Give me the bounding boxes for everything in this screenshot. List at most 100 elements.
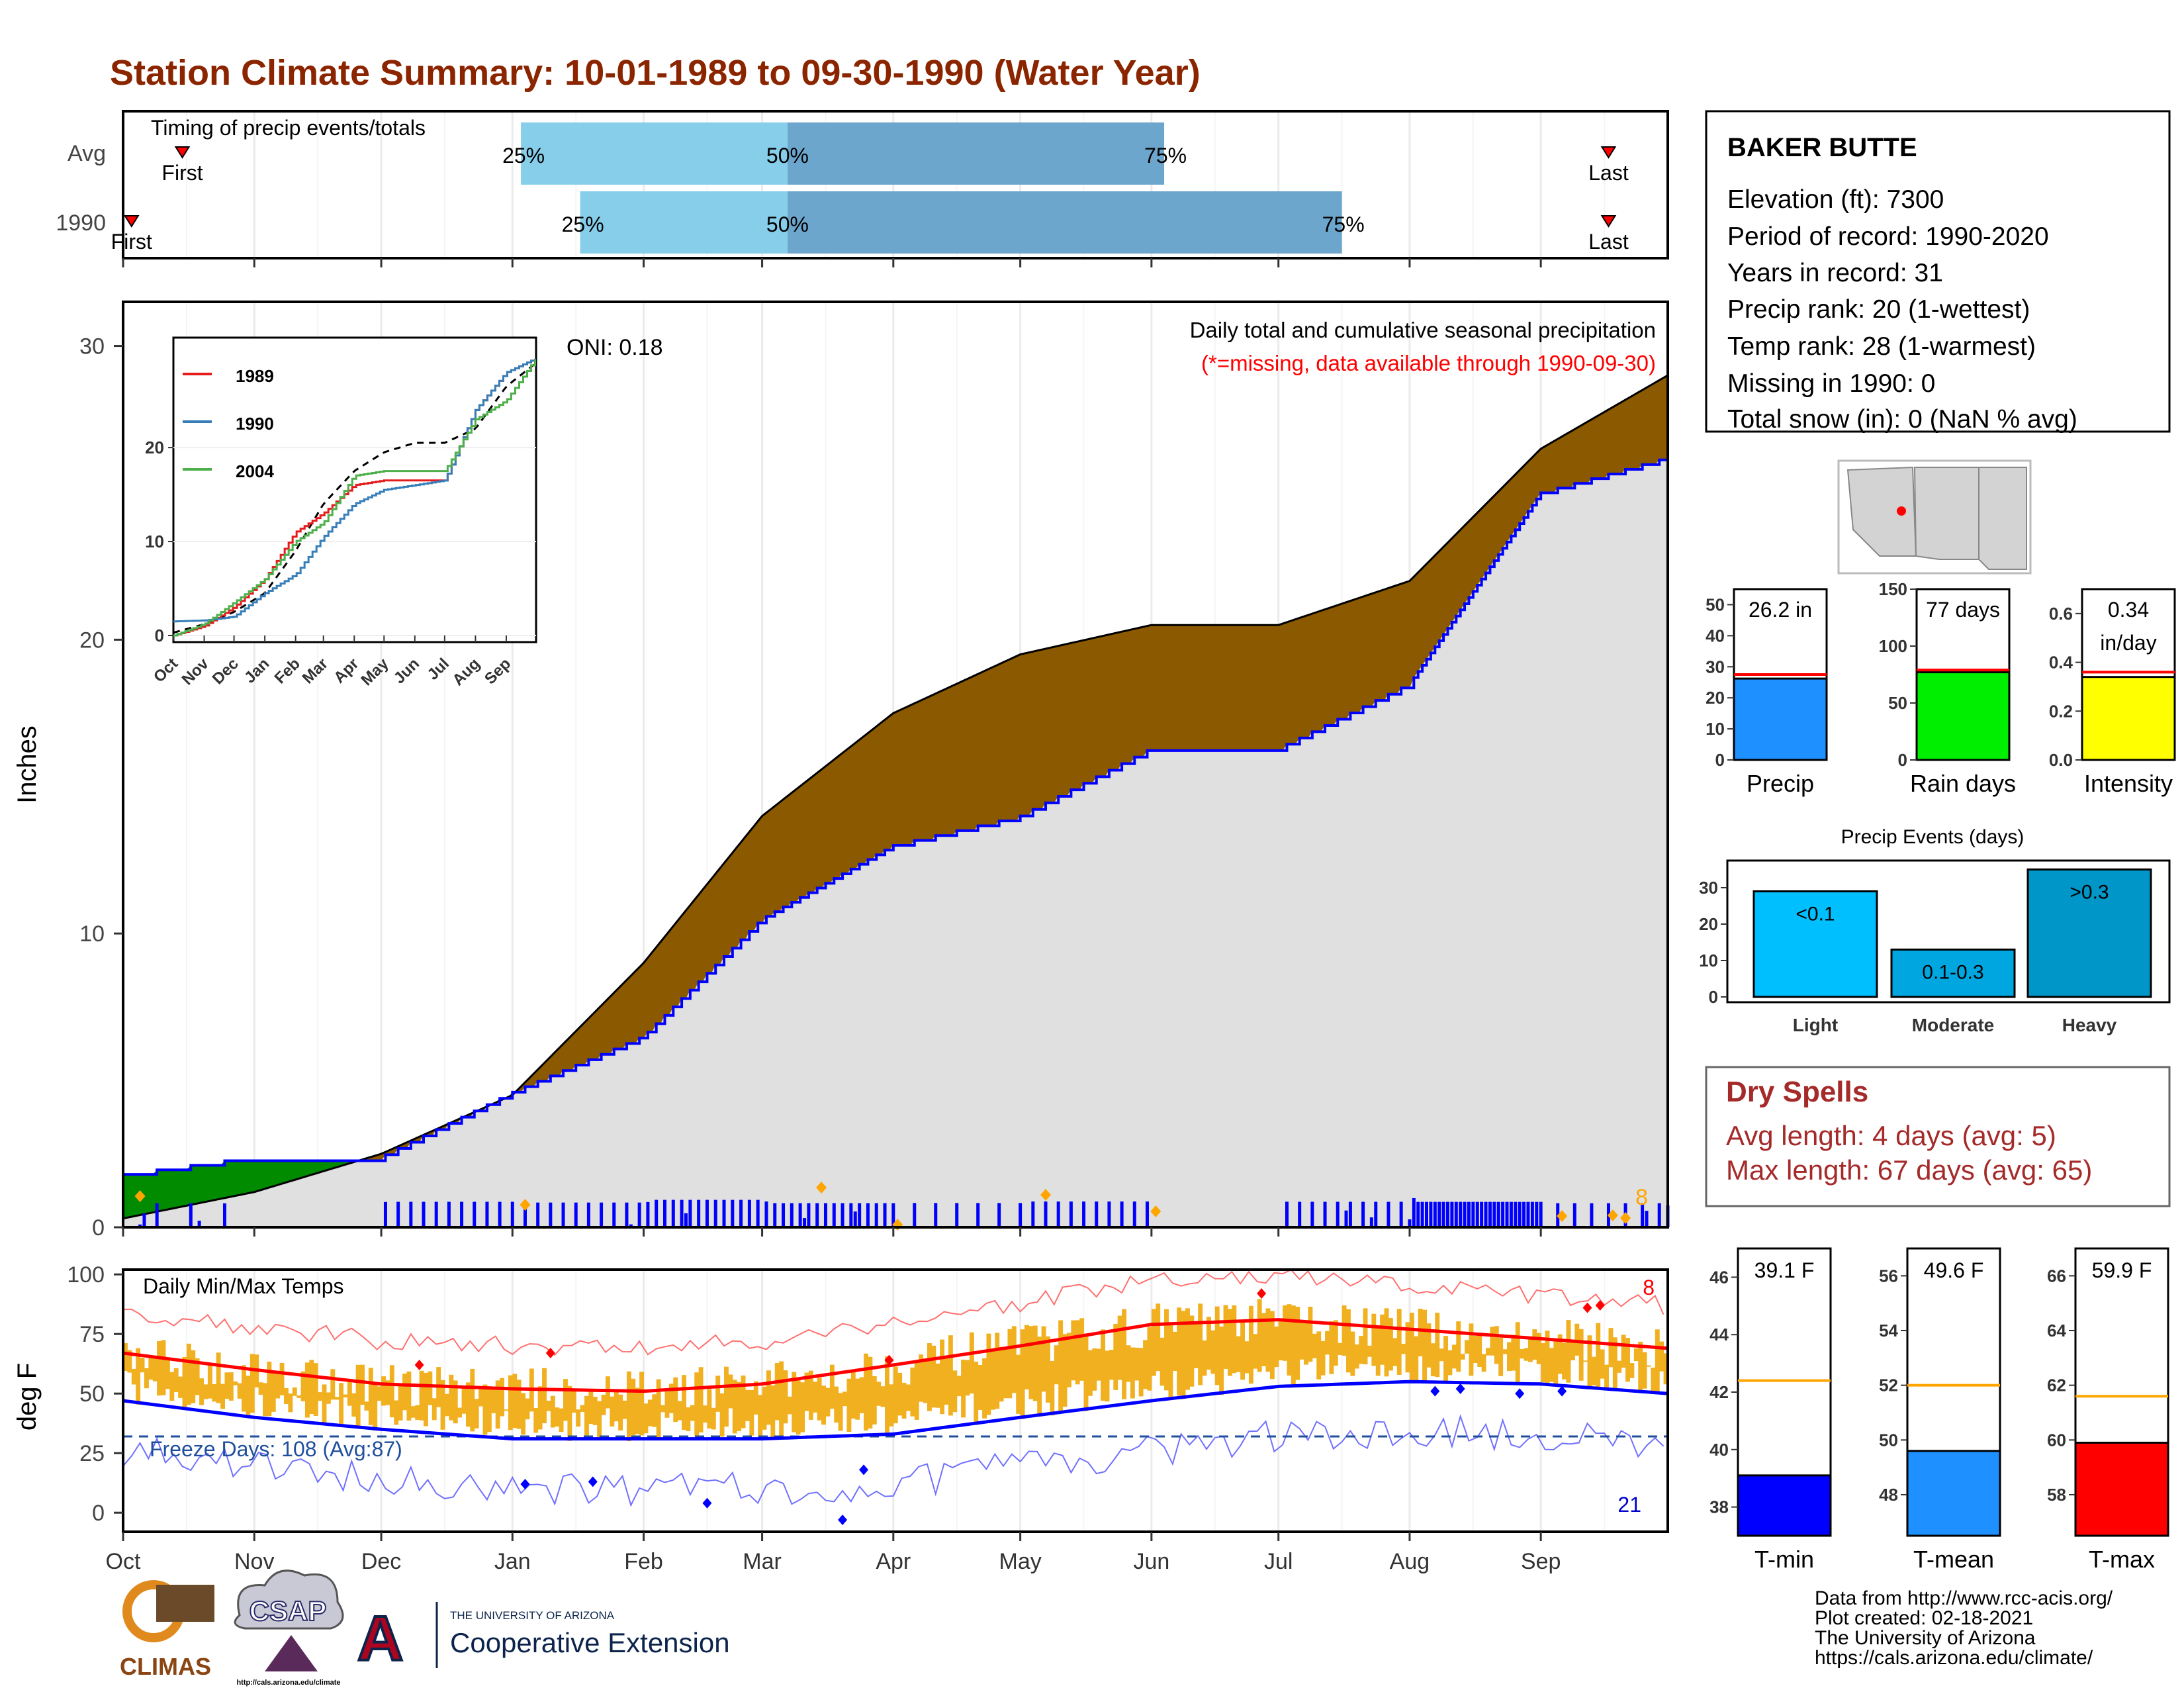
daily-temp-bar (555, 1407, 560, 1427)
daily-precip-bar (1450, 1201, 1454, 1227)
daily-temp-bar (1642, 1352, 1647, 1389)
daily-temp-bar (1320, 1340, 1326, 1376)
daily-temp-bar (668, 1383, 674, 1413)
daily-temp-bar (1591, 1356, 1596, 1385)
record-low-marker (859, 1464, 869, 1476)
timing-row-avg-label: Avg (68, 141, 106, 166)
daily-temp-bar (1185, 1308, 1190, 1390)
daily-precip-bar (383, 1201, 387, 1227)
summary-y-label: 0.6 (2049, 604, 2073, 624)
daily-temp-bar (1316, 1331, 1322, 1380)
daily-temp-bar (1486, 1348, 1490, 1356)
ua-small-text: THE UNIVERSITY OF ARIZONA (450, 1609, 615, 1622)
daily-temp-bar (952, 1370, 958, 1413)
daily-temp-bar (737, 1382, 742, 1431)
daily-precip-bar (1590, 1203, 1594, 1227)
daily-temp-bar (724, 1366, 729, 1427)
daily-temp-bar (1325, 1331, 1330, 1355)
daily-temp-bar (304, 1362, 310, 1418)
daily-temp-bar (698, 1367, 704, 1432)
daily-temp-bar (1016, 1354, 1021, 1414)
inset-x-label: May (357, 655, 392, 690)
daily-precip-bar (1501, 1201, 1505, 1227)
daily-temp-bar (567, 1385, 572, 1441)
daily-temp-bar (1058, 1320, 1064, 1413)
daily-temp-bar (1147, 1327, 1152, 1391)
daily-temp-bar (373, 1382, 378, 1431)
daily-temp-bar (351, 1393, 357, 1417)
temp-bar-fill (2074, 1441, 2169, 1537)
daily-temp-bar (1214, 1306, 1220, 1385)
inset-x-label: Sep (481, 655, 514, 688)
daily-temp-bar (300, 1371, 306, 1401)
daily-temp-bar (313, 1363, 318, 1416)
daily-temp-bar (491, 1389, 496, 1413)
inset-series-1990 (173, 359, 536, 623)
ua-logo: A THE UNIVERSITY OF ARIZONA Cooperative … (356, 1602, 730, 1675)
daily-temp-bar (178, 1376, 183, 1398)
daily-temp-bar (1075, 1320, 1080, 1385)
daily-temp-bar (1625, 1338, 1630, 1382)
daily-precip-bar (1095, 1201, 1099, 1227)
daily-temp-bar (326, 1392, 331, 1404)
heavy-event-marker (520, 1199, 531, 1211)
daily-temp-bar (1333, 1320, 1338, 1366)
daily-temp-bar (1283, 1305, 1287, 1361)
temp-bar-fill (1737, 1474, 1832, 1537)
summary-bar-fill (1915, 671, 2011, 761)
daily-temp-bar (1350, 1331, 1355, 1376)
temp-bar-value-label: 59.9 F (2092, 1258, 2152, 1282)
y-tick-label: 0 (92, 1215, 105, 1241)
daily-temp-bar (1451, 1344, 1457, 1369)
daily-temp-bar (1265, 1308, 1271, 1372)
daily-precip-bar (1505, 1201, 1509, 1227)
daily-temp-bar (339, 1383, 344, 1427)
daily-temp-bar (322, 1384, 327, 1425)
daily-temp-bar (626, 1371, 631, 1442)
daily-precip-bar (722, 1199, 726, 1227)
summary-y-label: 0.4 (2049, 653, 2073, 673)
daily-temp-bar (1600, 1349, 1605, 1379)
summary-y-label: 50 (1888, 693, 1907, 713)
month-label-feb: Feb (624, 1549, 663, 1574)
daily-temp-bar (355, 1364, 361, 1427)
daily-temp-bar (758, 1395, 763, 1440)
daily-temp-bar (618, 1394, 623, 1431)
daily-temp-bar (495, 1380, 500, 1429)
daily-temp-bar (779, 1361, 784, 1440)
daily-precip-bar (1082, 1201, 1086, 1227)
daily-precip-bar (1420, 1201, 1424, 1227)
daily-temp-bar (389, 1365, 394, 1418)
daily-temp-bar (212, 1383, 217, 1402)
record-max-line (122, 1269, 1664, 1356)
daily-precip-bar (934, 1203, 938, 1227)
daily-temp-bar (1388, 1318, 1393, 1371)
station-line-1: Period of record: 1990-2020 (1727, 222, 2049, 251)
daily-temp-bar (148, 1356, 154, 1380)
daily-temp-bar (762, 1386, 767, 1430)
daily-precip-bar (1509, 1201, 1513, 1227)
daily-precip-bar (1535, 1201, 1539, 1227)
daily-temp-bar (279, 1363, 285, 1395)
daily-temp-bar (1447, 1350, 1453, 1376)
daily-precip-bar (739, 1199, 743, 1227)
daily-precip-bar (913, 1203, 917, 1227)
daily-temp-bar (728, 1374, 733, 1409)
daily-temp-bar (905, 1384, 911, 1411)
daily-temp-bar (995, 1333, 1000, 1409)
daily-temp-bar (246, 1376, 251, 1415)
cumulative-base-area-overlay (123, 457, 1668, 1228)
daily-precip-bar (731, 1199, 735, 1227)
temp-y-label: 66 (2047, 1266, 2066, 1286)
daily-temp-bar (588, 1391, 594, 1425)
daily-temp-bar (935, 1363, 940, 1408)
record-min-line (122, 1414, 1664, 1507)
daily-temp-bar (432, 1398, 437, 1421)
daily-temp-bar (1409, 1313, 1414, 1380)
daily-temp-bar (1481, 1354, 1486, 1372)
precip-caption: Daily total and cumulative seasonal prec… (1190, 318, 1656, 342)
inset-legend-1989: 1989 (236, 366, 274, 386)
summary-y-label: 0.2 (2049, 701, 2073, 721)
daily-temp-bar (741, 1375, 746, 1429)
daily-temp-bar (1456, 1321, 1461, 1372)
